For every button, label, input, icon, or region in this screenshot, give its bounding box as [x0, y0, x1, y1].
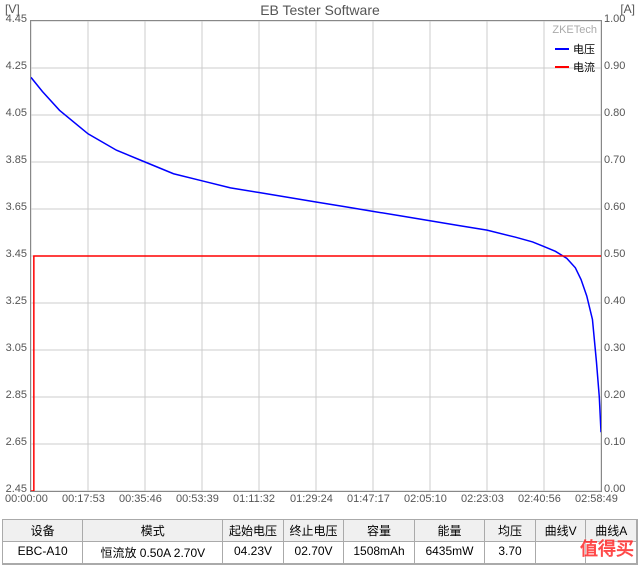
table-cell: 均压	[485, 520, 536, 542]
data-table: 设备模式起始电压终止电压容量能量均压曲线V曲线A EBC-A10恒流放 0.50…	[2, 519, 638, 565]
table-cell: 恒流放 0.50A 2.70V	[83, 542, 223, 564]
chart-window: [V] EB Tester Software [A] ZKETech 电压 电流…	[0, 0, 640, 567]
brand-watermark: ZKETech	[552, 24, 597, 36]
chart-title: EB Tester Software	[0, 2, 640, 18]
table-cell: 6435mW	[415, 542, 485, 564]
table-cell: 容量	[344, 520, 414, 542]
table-cell: EBC-A10	[3, 542, 83, 564]
table-cell: 曲线V	[536, 520, 587, 542]
table-cell: 能量	[415, 520, 485, 542]
legend-current: 电流	[555, 59, 595, 75]
chart-svg	[31, 21, 601, 491]
legend-voltage: 电压	[555, 41, 595, 57]
table-cell: 设备	[3, 520, 83, 542]
legend-voltage-label: 电压	[573, 41, 595, 57]
table-cell: 02.70V	[284, 542, 345, 564]
table-cell: 模式	[83, 520, 223, 542]
table-cell	[536, 542, 587, 564]
legend: 电压 电流	[555, 41, 595, 77]
table-cell: 终止电压	[284, 520, 345, 542]
overlay-watermark: 值得买	[580, 535, 634, 561]
table-cell: 04.23V	[223, 542, 284, 564]
table-cell: 起始电压	[223, 520, 284, 542]
legend-current-label: 电流	[573, 59, 595, 75]
plot-area: ZKETech 电压 电流	[30, 20, 602, 492]
table-cell: 1508mAh	[344, 542, 414, 564]
table-cell: 3.70	[485, 542, 536, 564]
